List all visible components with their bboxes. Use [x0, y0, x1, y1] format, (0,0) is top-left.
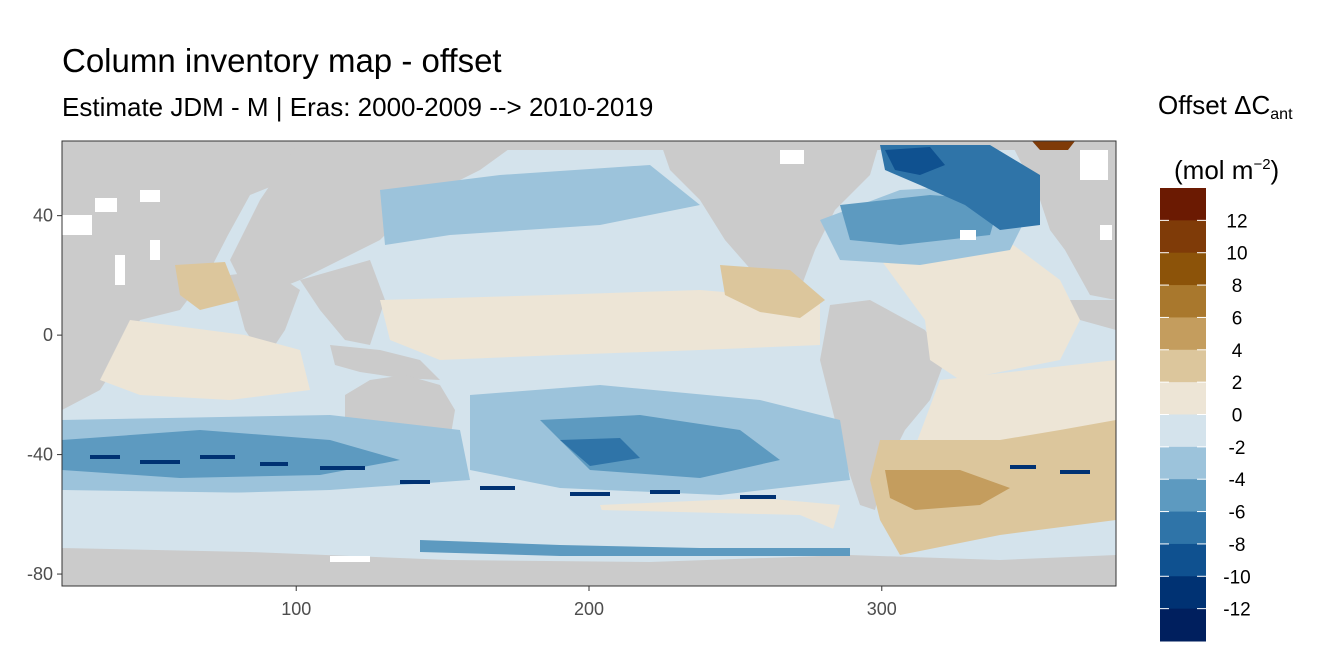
front-streak	[140, 460, 180, 464]
no-data-patches	[62, 150, 1112, 562]
legend-color-segment	[1160, 446, 1206, 480]
land-maritime-islands	[330, 345, 440, 380]
land-south-america	[820, 300, 945, 510]
legend-break-label: -6	[1229, 503, 1246, 524]
land-india	[230, 270, 300, 360]
legend-title: Offset ΔCant (mol m−2)	[1158, 85, 1328, 190]
legend-color-segment	[1160, 479, 1206, 513]
front-streak	[400, 480, 430, 484]
ocean-field	[62, 141, 1116, 586]
southern-front-streaks	[90, 455, 1090, 499]
front-streak	[740, 495, 776, 499]
no-data-patch	[140, 190, 160, 202]
legend-color-segment	[1160, 414, 1206, 448]
y-tick-label: -80	[27, 564, 53, 584]
legend-break-label: -10	[1223, 567, 1250, 588]
legend-color-segment	[1160, 220, 1206, 254]
legend-break-label: -4	[1229, 470, 1246, 491]
y-tick-label: 0	[43, 325, 53, 345]
legend-color-segment	[1160, 188, 1206, 221]
region-indian-positive	[100, 320, 310, 400]
legend-title-subscript: ant	[1270, 106, 1293, 123]
legend-color-segment	[1160, 285, 1206, 318]
no-data-patch	[780, 150, 804, 164]
region-atlantic-equatorial-positive	[870, 235, 1080, 380]
region-antarctic-coast-blue	[420, 540, 850, 556]
legend-unit-prefix: (mol m	[1174, 155, 1254, 185]
land-asia-north	[230, 141, 520, 300]
legend-color-segment	[1160, 382, 1206, 415]
region-south-atlantic-brown	[885, 470, 1010, 510]
front-streak	[200, 455, 235, 459]
front-streak	[1010, 465, 1036, 469]
legend-break-label: 12	[1226, 211, 1247, 232]
legend-title-main: Offset ΔC	[1158, 90, 1271, 120]
legend-color-segment	[1160, 543, 1206, 577]
land-antarctica	[62, 548, 1116, 586]
legend-break-label: 2	[1232, 373, 1243, 394]
land-north-america	[660, 141, 880, 315]
no-data-patch	[1080, 150, 1108, 180]
legend-break-label: -2	[1229, 438, 1246, 459]
legend-color-segment	[1160, 608, 1206, 642]
no-data-patch	[95, 198, 117, 212]
front-streak	[480, 486, 515, 490]
chart-title: Column inventory map - offset	[62, 42, 502, 79]
legend-color-segment	[1160, 317, 1206, 351]
front-streak	[320, 466, 365, 470]
legend-break-label: 6	[1232, 308, 1243, 329]
y-tick-label: -40	[27, 445, 53, 465]
legend-break-label: 8	[1232, 276, 1243, 297]
legend-break-label: 0	[1232, 406, 1243, 427]
legend-unit-suffix: )	[1270, 155, 1280, 185]
x-tick-label: 300	[867, 599, 897, 619]
region-north-pacific-blue	[380, 165, 700, 245]
no-data-patch	[330, 556, 370, 562]
legend-break-label: 4	[1232, 341, 1243, 362]
front-streak	[90, 455, 120, 459]
no-data-patch	[115, 255, 125, 285]
no-data-patch	[1100, 225, 1112, 240]
legend-break-label: -12	[1223, 600, 1250, 621]
region-indian-tan	[175, 262, 240, 310]
x-axis: 100 200 300	[281, 586, 897, 619]
legend-colorbar: 12 10 8 6 4 2 0 -2 -4 -6 -8 -10 -12	[1160, 188, 1251, 642]
legend-break-label: -8	[1229, 535, 1246, 556]
front-streak	[260, 462, 288, 466]
land-se-asia	[300, 260, 385, 345]
region-arctic-brown	[1032, 141, 1075, 150]
region-southern-indian-mid	[62, 430, 400, 478]
chart-subtitle: Estimate JDM - M | Eras: 2000-2009 --> 2…	[62, 92, 654, 122]
x-tick-label: 100	[281, 599, 311, 619]
region-south-pacific-dark	[560, 438, 640, 466]
legend-color-segment	[1160, 511, 1206, 545]
y-tick-label: 40	[33, 206, 53, 226]
region-southern-ocean-light	[62, 490, 860, 548]
legend-unit-superscript: −2	[1253, 156, 1271, 173]
y-axis: 40 0 -40 -80	[27, 206, 62, 584]
legend-color-segment	[1160, 349, 1206, 383]
region-nepacific-tan	[720, 265, 825, 318]
region-pacific-equatorial-positive	[380, 290, 820, 360]
no-data-patch	[150, 240, 160, 260]
no-data-patch	[960, 230, 976, 240]
front-streak	[1060, 470, 1090, 474]
legend-break-label: 10	[1226, 244, 1247, 265]
region-subpolar-gyre-darkest	[885, 147, 945, 175]
legend-color-segment	[1160, 252, 1206, 286]
no-data-patch	[62, 215, 92, 235]
front-streak	[570, 492, 610, 496]
legend-color-segment	[1160, 576, 1206, 610]
x-tick-label: 200	[574, 599, 604, 619]
front-streak	[650, 490, 680, 494]
